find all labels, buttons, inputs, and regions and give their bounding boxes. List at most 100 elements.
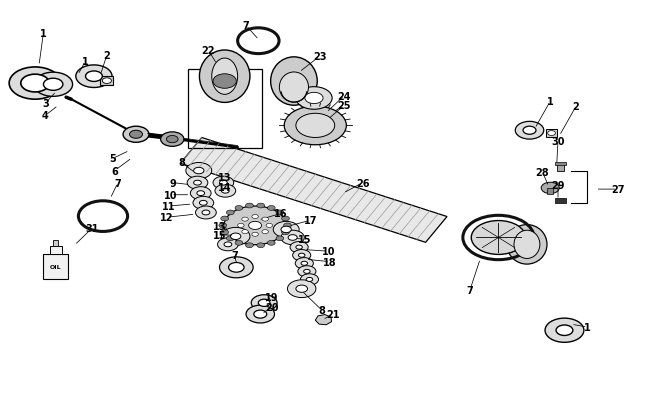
Circle shape [262, 230, 268, 234]
Circle shape [306, 278, 313, 282]
Circle shape [129, 131, 142, 139]
Circle shape [276, 237, 284, 241]
Bar [44, 254, 68, 279]
Circle shape [102, 79, 111, 84]
Ellipse shape [514, 231, 540, 259]
Bar [53, 240, 58, 247]
Circle shape [545, 318, 584, 343]
Text: 28: 28 [536, 168, 549, 178]
Circle shape [281, 231, 304, 245]
Circle shape [220, 181, 228, 185]
Text: 18: 18 [323, 257, 337, 267]
Circle shape [242, 230, 248, 234]
Circle shape [257, 243, 265, 248]
Circle shape [224, 207, 286, 245]
Circle shape [246, 243, 254, 248]
Text: 15: 15 [213, 230, 226, 241]
Circle shape [190, 187, 211, 200]
Text: OIL: OIL [50, 264, 62, 269]
Circle shape [305, 93, 323, 104]
Circle shape [229, 263, 244, 273]
Text: 14: 14 [218, 182, 231, 192]
Polygon shape [315, 315, 332, 325]
Circle shape [471, 221, 526, 255]
Circle shape [267, 206, 275, 211]
Text: 1: 1 [584, 322, 591, 332]
Circle shape [301, 262, 307, 266]
Text: 2: 2 [103, 51, 111, 61]
Circle shape [258, 299, 270, 307]
Text: 25: 25 [337, 101, 351, 111]
Circle shape [242, 217, 248, 222]
Circle shape [252, 232, 258, 237]
Circle shape [186, 163, 212, 179]
Text: 16: 16 [274, 209, 288, 219]
Text: 8: 8 [318, 305, 325, 315]
Text: 9: 9 [170, 178, 176, 188]
Circle shape [9, 68, 61, 100]
Circle shape [290, 242, 308, 253]
Circle shape [194, 181, 202, 185]
Circle shape [226, 211, 234, 215]
Text: 11: 11 [162, 202, 175, 211]
Circle shape [281, 217, 289, 222]
Circle shape [262, 217, 268, 222]
Ellipse shape [280, 73, 309, 103]
Circle shape [235, 241, 243, 246]
Circle shape [292, 250, 311, 261]
Bar [50, 247, 62, 254]
Text: 10: 10 [322, 247, 335, 256]
Text: 5: 5 [109, 154, 116, 164]
Text: 17: 17 [304, 215, 317, 226]
Circle shape [218, 238, 239, 251]
Text: 7: 7 [467, 285, 473, 295]
Text: 3: 3 [42, 99, 49, 109]
Circle shape [222, 228, 250, 245]
Circle shape [288, 235, 297, 241]
Circle shape [296, 286, 307, 292]
Circle shape [231, 233, 241, 240]
Circle shape [246, 204, 254, 209]
Text: 7: 7 [114, 178, 122, 188]
Circle shape [221, 230, 229, 235]
Circle shape [548, 131, 555, 136]
Circle shape [296, 245, 302, 249]
Circle shape [254, 310, 266, 318]
Ellipse shape [212, 59, 238, 95]
Circle shape [304, 270, 310, 274]
Circle shape [221, 217, 229, 222]
Text: 10: 10 [164, 190, 177, 200]
Circle shape [296, 114, 335, 138]
Circle shape [295, 258, 313, 269]
Circle shape [246, 305, 274, 323]
Circle shape [202, 211, 210, 215]
Text: 30: 30 [551, 136, 565, 146]
Text: 27: 27 [611, 185, 624, 195]
Circle shape [300, 274, 318, 286]
Ellipse shape [270, 58, 317, 106]
Circle shape [298, 254, 305, 258]
Circle shape [273, 222, 299, 238]
Circle shape [281, 227, 291, 233]
Circle shape [166, 136, 178, 143]
Text: 22: 22 [202, 46, 215, 56]
Text: 7: 7 [242, 21, 250, 31]
Bar [547, 129, 556, 138]
Circle shape [213, 177, 234, 190]
Circle shape [283, 224, 291, 228]
Circle shape [252, 215, 258, 219]
Circle shape [276, 211, 284, 215]
Bar [188, 70, 262, 148]
Ellipse shape [200, 51, 250, 103]
Circle shape [249, 222, 261, 230]
Circle shape [196, 207, 216, 220]
Circle shape [238, 224, 244, 228]
Text: 19: 19 [265, 292, 279, 302]
Circle shape [284, 107, 346, 145]
Text: 20: 20 [265, 302, 279, 312]
Text: 8: 8 [178, 158, 185, 168]
Text: 2: 2 [573, 102, 580, 112]
Text: 13: 13 [213, 222, 226, 232]
Circle shape [556, 325, 573, 336]
Text: 4: 4 [42, 111, 49, 121]
